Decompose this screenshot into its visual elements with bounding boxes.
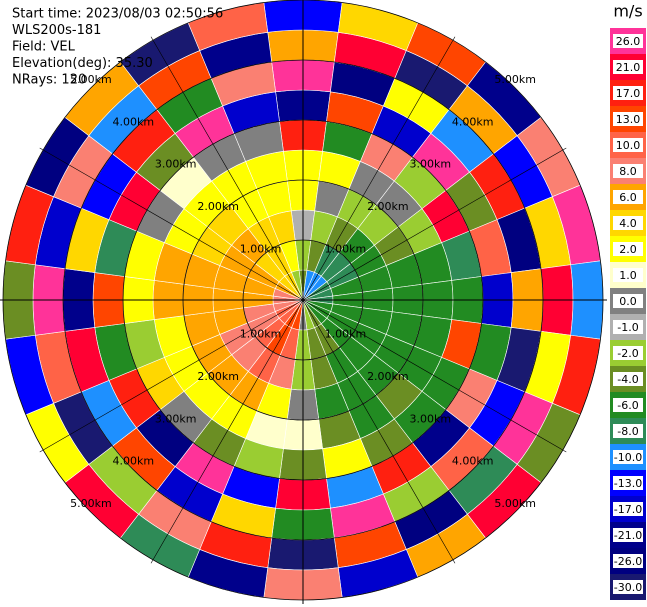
colorbar-tick-label: -21.0 xyxy=(614,529,642,542)
range-ring-label: 4.00km xyxy=(452,455,494,468)
colorbar-label-bg xyxy=(613,372,643,386)
annotation: Start time: 2023/08/03 02:50:56 xyxy=(12,7,223,22)
range-ring xyxy=(242,239,364,361)
colorbar-label-bg xyxy=(613,580,643,594)
range-ring-label: 5.00km xyxy=(494,497,536,510)
colorbar-label-bg xyxy=(613,164,643,178)
colorbar-tick-label: 26.0 xyxy=(616,35,641,48)
colorbar-label-bg xyxy=(613,216,643,230)
colorbar-title: m/s xyxy=(613,2,642,21)
range-ring-label: 1.00km xyxy=(240,327,282,340)
range-ring-label: 2.00km xyxy=(367,370,409,383)
range-ring xyxy=(182,179,424,421)
colorbar-label-bg xyxy=(613,294,643,308)
colorbar-label-bg xyxy=(613,320,643,334)
colorbar-label-bg xyxy=(613,112,643,126)
spoke xyxy=(39,147,304,301)
colorbar-tick-label: 13.0 xyxy=(616,113,641,126)
colorbar-label-bg xyxy=(613,34,643,48)
range-ring xyxy=(2,0,604,601)
spoke xyxy=(39,299,304,453)
colorbar-label-bg xyxy=(613,268,643,282)
colorbar-label-bg xyxy=(613,138,643,152)
colorbar-tick-label: -30.0 xyxy=(614,581,642,594)
colorbar-label-bg xyxy=(613,398,643,412)
colorbar-tick-label: -1.0 xyxy=(617,321,638,334)
colorbar-tick-label: 17.0 xyxy=(616,87,641,100)
colorbar-tick-label: -6.0 xyxy=(617,399,638,412)
colorbar-tick-label: 2.0 xyxy=(619,243,637,256)
colorbar-tick-label: -8.0 xyxy=(617,425,638,438)
colorbar-tick-label: -2.0 xyxy=(617,347,638,360)
colorbar-label-bg xyxy=(613,424,643,438)
annotations: Start time: 2023/08/03 02:50:56WLS200s-1… xyxy=(12,7,223,88)
colorbar-label-bg xyxy=(613,528,643,542)
range-ring-label: 3.00km xyxy=(155,412,197,425)
colorbar-tick-label: 21.0 xyxy=(616,61,641,74)
range-ring-label: 2.00km xyxy=(367,200,409,213)
range-ring-label: 4.00km xyxy=(113,115,155,128)
colorbar-tick-label: 8.0 xyxy=(619,165,637,178)
range-ring-label: 5.00km xyxy=(70,497,112,510)
range-ring-label: 1.00km xyxy=(325,327,367,340)
range-ring-label: 5.00km xyxy=(70,73,112,86)
range-ring-label: 4.00km xyxy=(452,115,494,128)
colorbar-tick-label: -13.0 xyxy=(614,477,642,490)
colorbar-label-bg xyxy=(613,60,643,74)
colorbar-label-bg xyxy=(613,476,643,490)
colorbar-tick-label: -26.0 xyxy=(614,555,642,568)
spoke xyxy=(302,299,567,453)
colorbar-tick-label: -10.0 xyxy=(614,451,642,464)
annotation: Field: VEL xyxy=(12,40,76,55)
colorbar-tick-label: 10.0 xyxy=(616,139,641,152)
overlay: 1.00km 1.00km 1.00km 1.00km 2.00km 2.00km 2.00… xyxy=(0,0,607,604)
spoke xyxy=(150,299,304,564)
colorbar-tick-label: 0.0 xyxy=(619,295,637,308)
colorbar: m/s 26.0 21.0 17.0 13.0 10.0 8.0 6.0 4.0 2.0 1.0 0.… xyxy=(610,2,646,600)
range-ring-label: 5.00km xyxy=(494,73,536,86)
colorbar-label-bg xyxy=(613,190,643,204)
range-ring xyxy=(122,119,484,481)
colorbar-tick-label: -4.0 xyxy=(617,373,638,386)
colorbar-label-bg xyxy=(613,554,643,568)
colorbar-label-bg xyxy=(613,86,643,100)
range-ring-label: 2.00km xyxy=(197,200,239,213)
annotation: WLS200s-181 xyxy=(12,23,101,38)
colorbar-label-bg xyxy=(613,242,643,256)
spoke xyxy=(302,147,567,301)
colorbar-tick-label: -17.0 xyxy=(614,503,642,516)
spoke xyxy=(302,36,456,301)
range-ring-label: 3.00km xyxy=(409,412,451,425)
annotation: Elevation(deg): 35.30 xyxy=(12,56,153,71)
spoke xyxy=(150,36,304,301)
colorbar-tick-label: 1.0 xyxy=(619,269,637,282)
ppi-plot xyxy=(2,0,604,601)
colorbar-tick-label: 4.0 xyxy=(619,217,637,230)
range-ring-label: 2.00km xyxy=(197,370,239,383)
range-ring-label: 4.00km xyxy=(113,455,155,468)
annotation: NRays: 120 xyxy=(12,73,86,88)
colorbar-label-bg xyxy=(613,502,643,516)
range-ring-label: 1.00km xyxy=(325,243,367,256)
range-ring-label: 3.00km xyxy=(409,158,451,171)
range-ring xyxy=(62,59,544,541)
colorbar-label-bg xyxy=(613,346,643,360)
spoke xyxy=(302,299,456,564)
colorbar-label-bg xyxy=(613,450,643,464)
range-ring-label: 1.00km xyxy=(240,243,282,256)
colorbar-tick-label: 6.0 xyxy=(619,191,637,204)
range-ring-label: 3.00km xyxy=(155,158,197,171)
